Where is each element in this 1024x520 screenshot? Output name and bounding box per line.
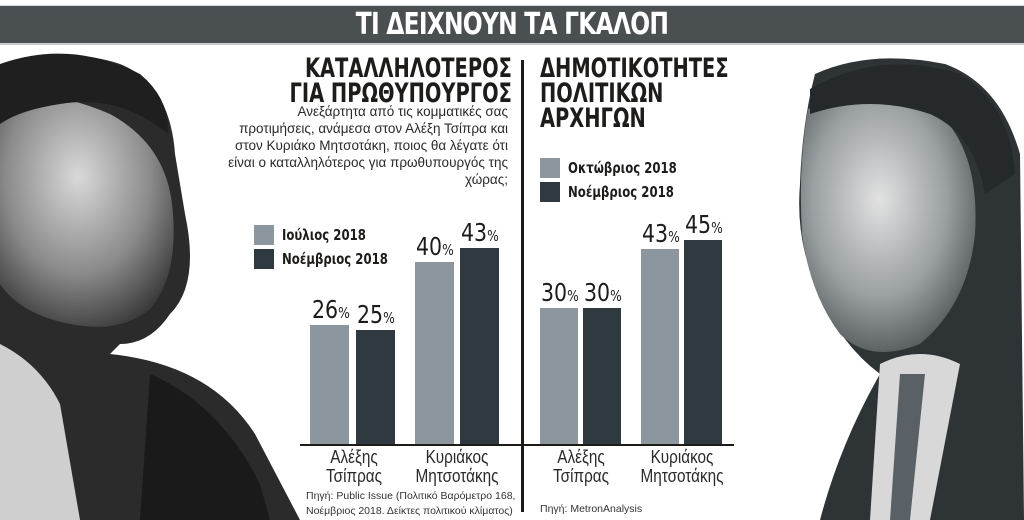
bar-tsipras-november	[356, 330, 395, 444]
value-label: 43%	[461, 218, 499, 247]
right-title-line1: ΔΗΜΟΤΙΚΟΤΗΤΕΣ	[540, 53, 729, 84]
right-source: Πηγή: MetronAnalysis	[540, 503, 643, 515]
bar-tsipras-november-r	[583, 308, 621, 444]
legend-swatch-dark	[540, 182, 560, 202]
legend-label: Οκτώβριος 2018	[568, 159, 677, 177]
left-legend: Ιούλιος 2018 Νοέμβριος 2018	[254, 223, 418, 271]
right-title-line3: ΑΡΧΗΓΩΝ	[540, 103, 646, 134]
value-label: 30%	[541, 278, 579, 307]
bar-mitsotakis-november	[460, 248, 499, 444]
left-source: Πηγή: Public Issue (Πολιτικό Βαρόμετρο 1…	[306, 490, 516, 517]
value-label: 43%	[642, 219, 680, 248]
bar-tsipras-july	[310, 325, 349, 444]
value-label: 25%	[357, 300, 395, 329]
bar-tsipras-october	[540, 308, 578, 444]
right-baseline	[524, 444, 734, 446]
legend-item-october: Οκτώβριος 2018	[540, 156, 708, 180]
left-title-line1: ΚΑΤΑΛΛΗΛΟΤΕΡΟΣ	[305, 53, 512, 84]
legend-item-november: Νοέμβριος 2018	[540, 180, 708, 204]
legend-item-november: Νοέμβριος 2018	[254, 247, 418, 271]
bar-mitsotakis-october	[641, 249, 679, 444]
legend-swatch-light	[540, 158, 560, 178]
legend-item-july: Ιούλιος 2018	[254, 223, 418, 247]
value-label: 30%	[584, 278, 622, 307]
category-label-tsipras: Αλέξης Τσίπρας	[326, 447, 382, 486]
left-baseline	[300, 444, 521, 446]
header-banner: ΤΙ ΔΕΙΧΝΟΥΝ ΤΑ ΓΚΑΛΟΠ	[0, 5, 1024, 45]
legend-swatch-dark	[254, 249, 274, 269]
left-question-text: Ανεξάρτητα από τις κομματικές σας προτιμ…	[228, 104, 508, 187]
right-legend: Οκτώβριος 2018 Νοέμβριος 2018	[540, 156, 708, 204]
value-label: 40%	[416, 232, 454, 261]
value-label: 26%	[312, 295, 350, 324]
left-chart-title: ΚΑΤΑΛΛΗΛΟΤΕΡΟΣ ΓΙΑ ΠΡΩΘΥΠΟΥΡΓΟΣ	[289, 53, 512, 109]
right-title-line2: ΠΟΛΙΤΙΚΩΝ	[540, 78, 664, 109]
value-label: 45%	[685, 210, 723, 239]
bar-mitsotakis-july	[415, 262, 454, 444]
legend-swatch-light	[254, 225, 274, 245]
category-label-mitsotakis: Κυριάκος Μητσοτάκης	[640, 447, 724, 486]
banner-title: ΤΙ ΔΕΙΧΝΟΥΝ ΤΑ ΓΚΑΛΟΠ	[355, 7, 669, 42]
photo-mitsotakis	[760, 44, 1024, 520]
panel-divider	[521, 60, 524, 512]
bar-mitsotakis-november-r	[684, 240, 722, 444]
legend-label: Νοέμβριος 2018	[568, 183, 674, 201]
left-title-line2: ΓΙΑ ΠΡΩΘΥΠΟΥΡΓΟΣ	[289, 78, 512, 109]
category-label-mitsotakis: Κυριάκος Μητσοτάκης	[415, 447, 499, 486]
right-chart-title: ΔΗΜΟΤΙΚΟΤΗΤΕΣ ΠΟΛΙΤΙΚΩΝ ΑΡΧΗΓΩΝ	[540, 53, 729, 134]
category-label-tsipras: Αλέξης Τσίπρας	[553, 447, 609, 486]
legend-label: Νοέμβριος 2018	[282, 250, 388, 268]
legend-label: Ιούλιος 2018	[282, 226, 366, 244]
photo-tsipras	[0, 44, 300, 520]
